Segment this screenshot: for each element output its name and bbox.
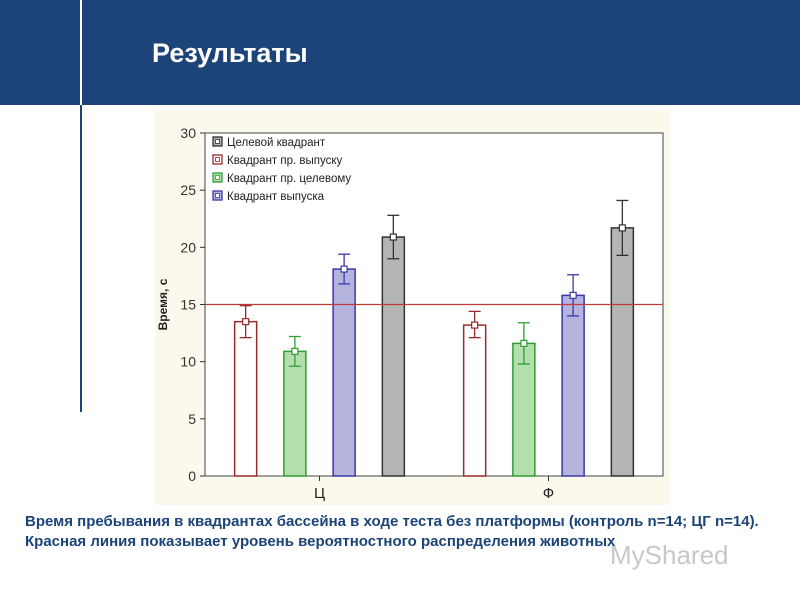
- y-tick-label: 20: [180, 239, 196, 255]
- mean-marker: [471, 321, 479, 329]
- legend-label: Квадрант пр. целевому: [227, 173, 351, 185]
- y-tick-label: 5: [188, 411, 196, 427]
- legend-label: Целевой квадрант: [227, 137, 326, 149]
- bar: [462, 324, 487, 477]
- y-tick-label: 15: [180, 297, 196, 313]
- chart-area: 0 5 10 15 20 25 30 Время, с Ц Ф Целевой квадрант Кв…: [155, 110, 670, 505]
- bar: [610, 227, 635, 477]
- y-axis-label: Время, с: [156, 278, 170, 330]
- legend-swatch-marker: [215, 139, 220, 144]
- vertical-rule: [80, 0, 82, 412]
- watermark: MyShared: [610, 540, 729, 570]
- mean-marker: [618, 224, 626, 232]
- y-tick-label: 10: [180, 354, 196, 370]
- mean-marker: [520, 339, 528, 347]
- legend-swatch-marker: [215, 157, 220, 162]
- legend-label: Квадрант выпуска: [227, 191, 325, 203]
- x-tick-label: Ц: [314, 485, 325, 502]
- bar: [233, 320, 258, 477]
- bar-chart: 0 5 10 15 20 25 30 Время, с Ц Ф Целевой квадрант Кв…: [156, 125, 664, 502]
- x-tick-label: Ф: [543, 485, 554, 502]
- y-tick-label: 30: [180, 125, 196, 141]
- mean-marker: [389, 233, 397, 241]
- legend-swatch-marker: [215, 175, 220, 180]
- legend-swatch-marker: [215, 193, 220, 198]
- slide-caption: Время пребывания в квадрантах бассейна в…: [25, 513, 759, 550]
- bar: [283, 350, 307, 477]
- bar: [381, 236, 406, 477]
- slide-header: Результаты: [0, 0, 800, 105]
- mean-marker: [569, 291, 577, 299]
- legend-label: Квадрант пр. выпуску: [227, 155, 343, 167]
- mean-marker: [242, 318, 250, 326]
- bar: [332, 268, 356, 477]
- y-tick-label: 25: [180, 182, 196, 198]
- mean-marker: [291, 347, 299, 355]
- slide-title: Результаты: [152, 38, 308, 68]
- y-tick-label: 0: [188, 468, 196, 484]
- vertical-rule-header: [80, 0, 82, 105]
- bar: [561, 294, 585, 477]
- mean-marker: [340, 265, 348, 273]
